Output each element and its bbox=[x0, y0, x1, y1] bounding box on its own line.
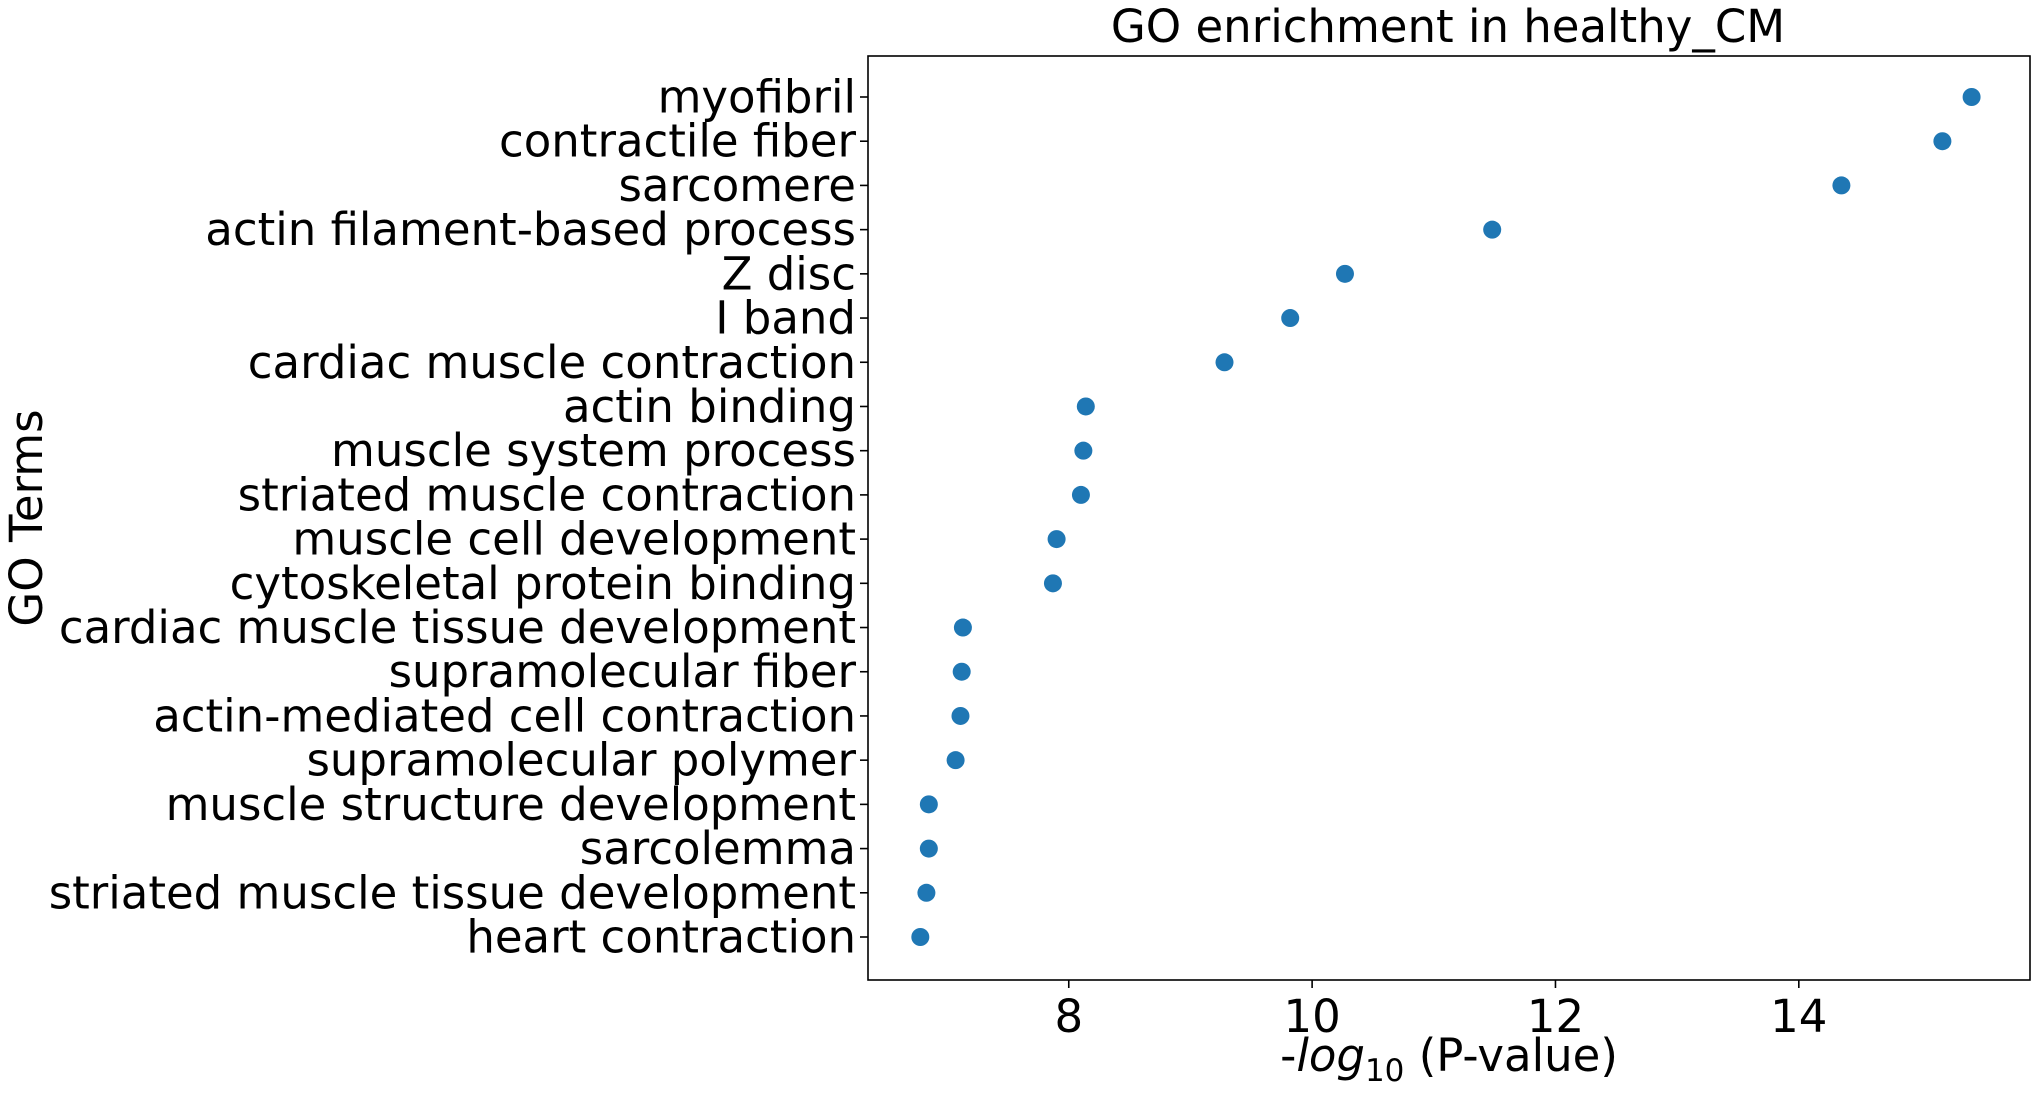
chart-title: GO enrichment in healthy_CM bbox=[1111, 0, 1785, 53]
y-tick-label: cardiac muscle tissue development bbox=[59, 601, 856, 654]
x-axis-label-prefix: - bbox=[1280, 1029, 1296, 1082]
data-point bbox=[946, 751, 965, 770]
y-tick-label: muscle system process bbox=[331, 424, 856, 477]
plot-frame bbox=[867, 55, 2031, 981]
data-point bbox=[1281, 309, 1300, 328]
y-tick-label: striated muscle tissue development bbox=[49, 866, 856, 919]
y-tick-label: heart contraction bbox=[466, 911, 856, 964]
data-point bbox=[1074, 441, 1093, 460]
data-point bbox=[919, 795, 938, 814]
y-tick-label: supramolecular fiber bbox=[389, 645, 857, 698]
x-axis-ticks: 8 10 12 14 bbox=[1054, 980, 1827, 1043]
y-tick-label: cardiac muscle contraction bbox=[248, 336, 856, 389]
data-point bbox=[1483, 220, 1502, 239]
data-point bbox=[1215, 353, 1234, 372]
data-point bbox=[911, 928, 930, 946]
data-point bbox=[1076, 397, 1095, 416]
x-axis-label: -log10 (P-value) bbox=[1280, 1029, 1618, 1089]
y-tick-label: Z disc bbox=[722, 247, 856, 300]
x-tick-label: 10 bbox=[1283, 990, 1340, 1043]
data-point bbox=[953, 618, 972, 637]
x-axis-label-suffix: (P-value) bbox=[1404, 1029, 1618, 1082]
y-tick-label: actin-mediated cell contraction bbox=[153, 689, 856, 742]
x-tick-label: 14 bbox=[1770, 990, 1827, 1043]
data-point bbox=[952, 662, 971, 681]
y-tick-label: contractile fiber bbox=[499, 115, 856, 168]
data-point bbox=[919, 839, 938, 858]
y-tick-label: I band bbox=[715, 292, 856, 345]
data-points bbox=[911, 88, 1981, 946]
x-tick-label: 12 bbox=[1527, 990, 1584, 1043]
data-point bbox=[1832, 176, 1851, 195]
y-tick-label: actin filament-based process bbox=[205, 203, 856, 256]
y-tick-label: striated muscle contraction bbox=[238, 468, 856, 521]
y-axis-ticks bbox=[860, 96, 868, 938]
y-axis-label: GO Terms bbox=[0, 409, 53, 626]
data-point bbox=[1335, 264, 1354, 283]
y-tick-label: supramolecular polymer bbox=[306, 734, 856, 787]
x-tick-label: 8 bbox=[1054, 990, 1083, 1043]
y-tick-label: cytoskeletal protein binding bbox=[230, 557, 856, 610]
y-tick-label: sarcomere bbox=[618, 159, 856, 212]
y-tick-label: myofibril bbox=[658, 71, 856, 124]
data-point bbox=[1047, 530, 1066, 549]
x-axis-label-log: log bbox=[1296, 1029, 1365, 1082]
y-tick-label: muscle structure development bbox=[166, 778, 856, 831]
y-tick-label: actin binding bbox=[563, 380, 856, 433]
data-point bbox=[1071, 485, 1090, 504]
y-tick-label: sarcolemma bbox=[580, 822, 856, 875]
y-tick-label: muscle cell development bbox=[292, 513, 856, 566]
data-point bbox=[1962, 88, 1981, 106]
data-point bbox=[1043, 574, 1062, 593]
data-point bbox=[951, 706, 970, 725]
data-point bbox=[1933, 132, 1952, 151]
x-axis-label-subscript: 10 bbox=[1365, 1053, 1404, 1089]
data-point bbox=[917, 883, 936, 902]
